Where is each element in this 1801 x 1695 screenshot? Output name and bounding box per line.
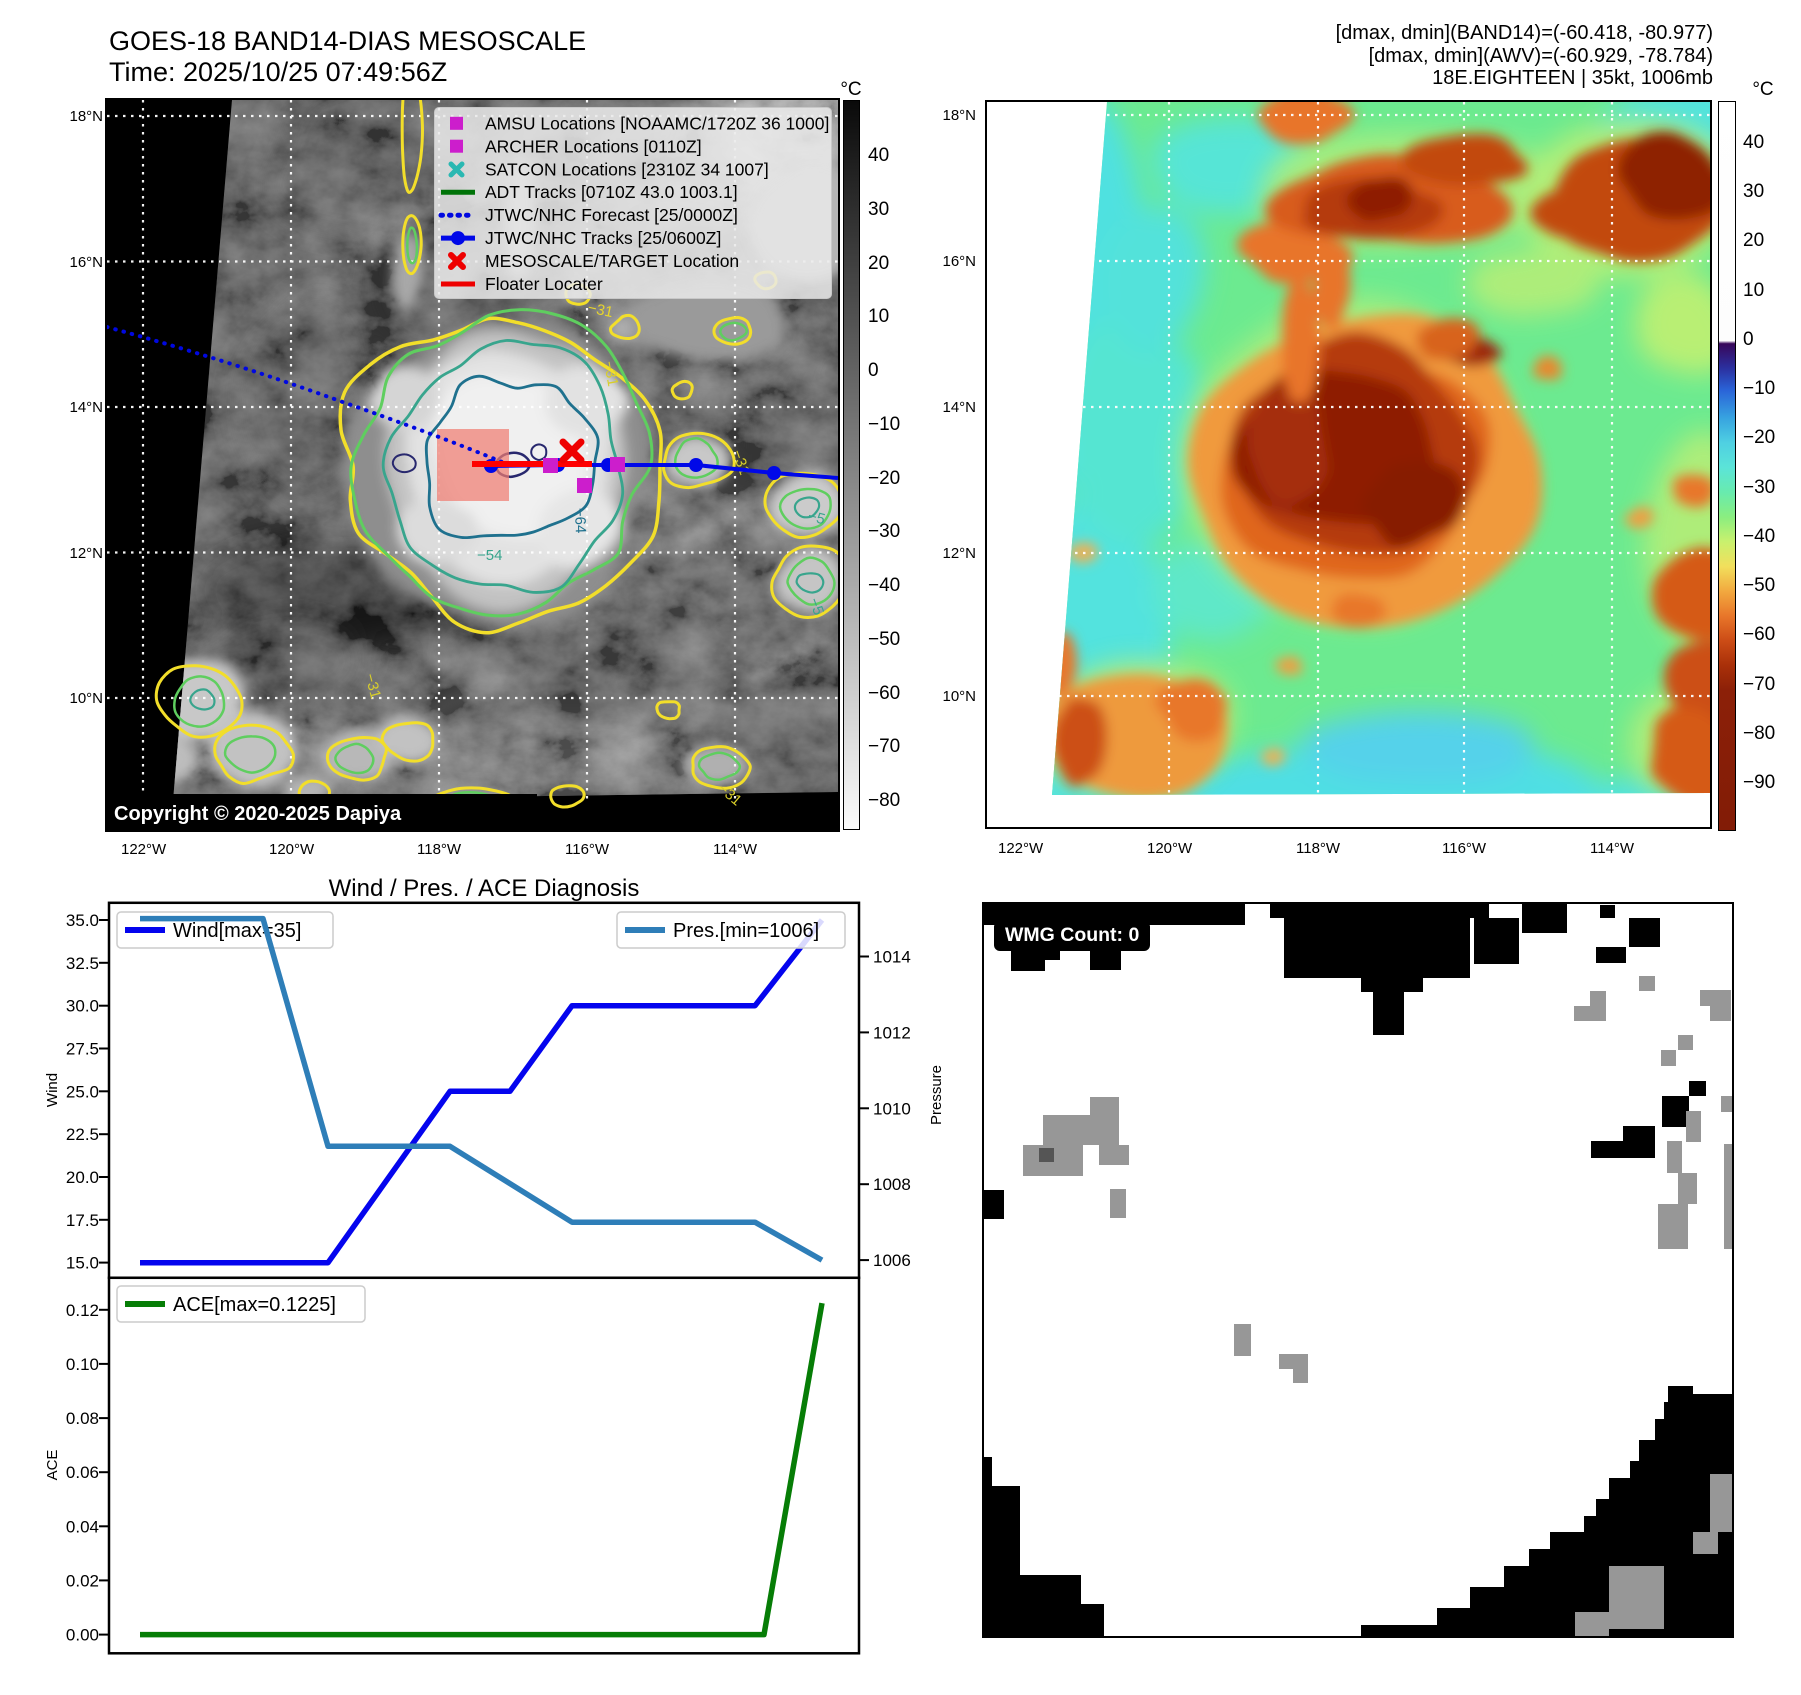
svg-text:Floater Locater: Floater Locater	[485, 274, 603, 294]
svg-text:22.5: 22.5	[66, 1125, 99, 1144]
svg-text:SATCON Locations [2310Z 34 100: SATCON Locations [2310Z 34 1007]	[485, 159, 769, 179]
svg-text:−5: −5	[806, 507, 827, 528]
svg-text:−5: −5	[805, 596, 827, 618]
svg-text:Wind[max=35]: Wind[max=35]	[173, 920, 301, 942]
svg-text:JTWC/NHC Forecast [25/0000Z]: JTWC/NHC Forecast [25/0000Z]	[485, 205, 738, 225]
svg-text:32.5: 32.5	[66, 954, 99, 973]
svg-text:−64: −64	[571, 508, 589, 534]
svg-text:0.04: 0.04	[66, 1517, 99, 1536]
svg-text:−31: −31	[600, 360, 621, 388]
svg-text:Copyright © 2020-2025 Dapiya: Copyright © 2020-2025 Dapiya	[114, 803, 402, 825]
svg-text:1010: 1010	[873, 1099, 911, 1118]
svg-text:Wind: Wind	[44, 1073, 61, 1107]
svg-text:1008: 1008	[873, 1175, 911, 1194]
svg-text:0.00: 0.00	[66, 1626, 99, 1645]
svg-text:27.5: 27.5	[66, 1040, 99, 1059]
svg-text:ACE[max=0.1225]: ACE[max=0.1225]	[173, 1294, 336, 1316]
svg-text:Wind / Pres. / ACE Diagnosis: Wind / Pres. / ACE Diagnosis	[329, 875, 640, 902]
svg-text:ADT Tracks [0710Z 43.0 1003.1]: ADT Tracks [0710Z 43.0 1003.1]	[485, 182, 738, 202]
svg-text:Pres.[min=1006]: Pres.[min=1006]	[673, 920, 819, 942]
svg-text:0.06: 0.06	[66, 1463, 99, 1482]
svg-text:1006: 1006	[873, 1251, 911, 1270]
svg-text:JTWC/NHC Tracks [25/0600Z]: JTWC/NHC Tracks [25/0600Z]	[485, 228, 721, 248]
svg-text:−54: −54	[477, 547, 502, 564]
svg-text:−31: −31	[361, 672, 384, 701]
svg-text:−31: −31	[586, 299, 614, 321]
svg-text:ARCHER Locations [0110Z]: ARCHER Locations [0110Z]	[485, 136, 702, 156]
svg-text:1014: 1014	[873, 948, 911, 967]
svg-text:0.12: 0.12	[66, 1301, 99, 1320]
svg-text:0.08: 0.08	[66, 1409, 99, 1428]
svg-text:0.10: 0.10	[66, 1355, 99, 1374]
svg-text:Pressure: Pressure	[928, 1065, 945, 1125]
svg-text:25.0: 25.0	[66, 1082, 99, 1101]
svg-text:17.5: 17.5	[66, 1211, 99, 1230]
svg-text:ACE: ACE	[44, 1450, 61, 1481]
svg-text:MESOSCALE/TARGET Location: MESOSCALE/TARGET Location	[485, 251, 739, 271]
svg-text:30.0: 30.0	[66, 997, 99, 1016]
svg-text:1012: 1012	[873, 1023, 911, 1042]
svg-text:AMSU Locations [NOAAMC/1720Z 3: AMSU Locations [NOAAMC/1720Z 36 1000]	[485, 114, 829, 134]
svg-text:35.0: 35.0	[66, 911, 99, 930]
svg-text:0.02: 0.02	[66, 1571, 99, 1590]
svg-text:20.0: 20.0	[66, 1168, 99, 1187]
svg-text:15.0: 15.0	[66, 1254, 99, 1273]
